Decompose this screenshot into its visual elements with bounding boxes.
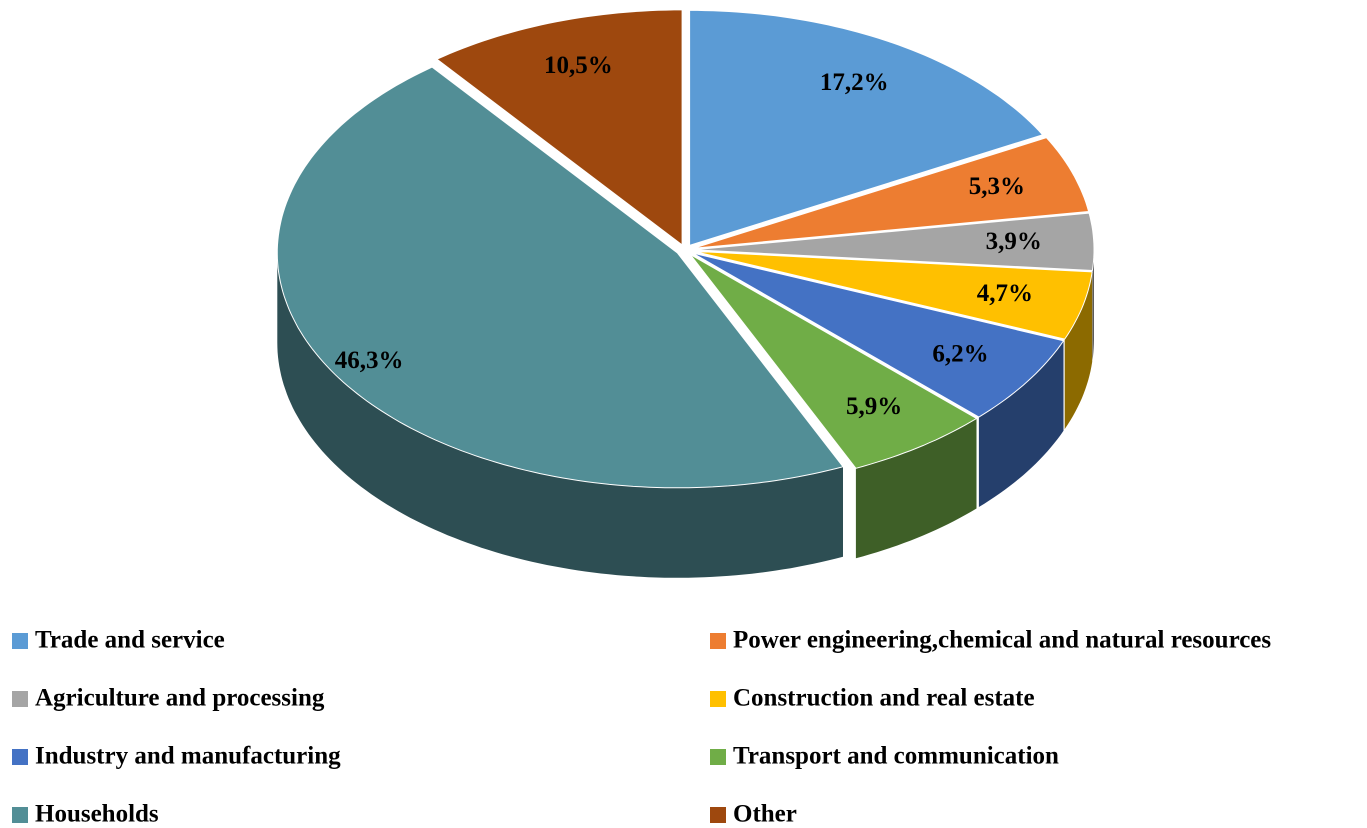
slice-side	[1092, 249, 1094, 361]
data-label: 10,5%	[544, 52, 613, 79]
slice-side	[277, 252, 843, 578]
slice	[689, 253, 978, 469]
data-labels: 17,2% 5,3% 3,9% 4,7% 6,2% 5,9% 46,3% 10,5%	[335, 52, 1042, 420]
legend-swatch	[710, 807, 726, 823]
legend-label: Power engineering,chemical and natural r…	[733, 627, 1271, 654]
legend-label: Industry and manufacturing	[35, 743, 341, 770]
slice-sides	[277, 249, 1094, 578]
legend-swatch	[710, 633, 726, 649]
slice	[689, 9, 1044, 247]
legend-swatch	[710, 691, 726, 707]
slice-tops	[276, 9, 1095, 489]
legend-swatch	[12, 633, 28, 649]
legend-swatch	[12, 691, 28, 707]
data-label: 6,2%	[932, 340, 988, 367]
data-label: 17,2%	[820, 69, 889, 96]
data-label: 4,7%	[977, 280, 1033, 307]
data-label: 3,9%	[986, 228, 1042, 255]
legend-swatch	[12, 807, 28, 823]
slice-side	[978, 340, 1064, 507]
slice-side	[855, 418, 977, 559]
data-label: 5,9%	[846, 393, 902, 420]
legend-label: Agriculture and processing	[35, 685, 325, 712]
slice	[693, 137, 1090, 249]
data-label: 46,3%	[335, 347, 404, 374]
legend-swatch	[710, 749, 726, 765]
legend-label: Households	[35, 801, 159, 828]
slice-side	[1064, 271, 1093, 430]
legend-label: Trade and service	[35, 627, 225, 654]
legend-label: Transport and communication	[733, 743, 1059, 770]
slice	[276, 66, 844, 489]
slice	[435, 9, 683, 246]
data-label: 5,3%	[969, 173, 1025, 200]
legend-swatch	[12, 749, 28, 765]
legend-label: Other	[733, 801, 797, 828]
slice	[693, 212, 1095, 272]
slice	[692, 252, 1065, 418]
slice	[693, 250, 1093, 340]
legend-label: Construction and real estate	[733, 685, 1035, 712]
